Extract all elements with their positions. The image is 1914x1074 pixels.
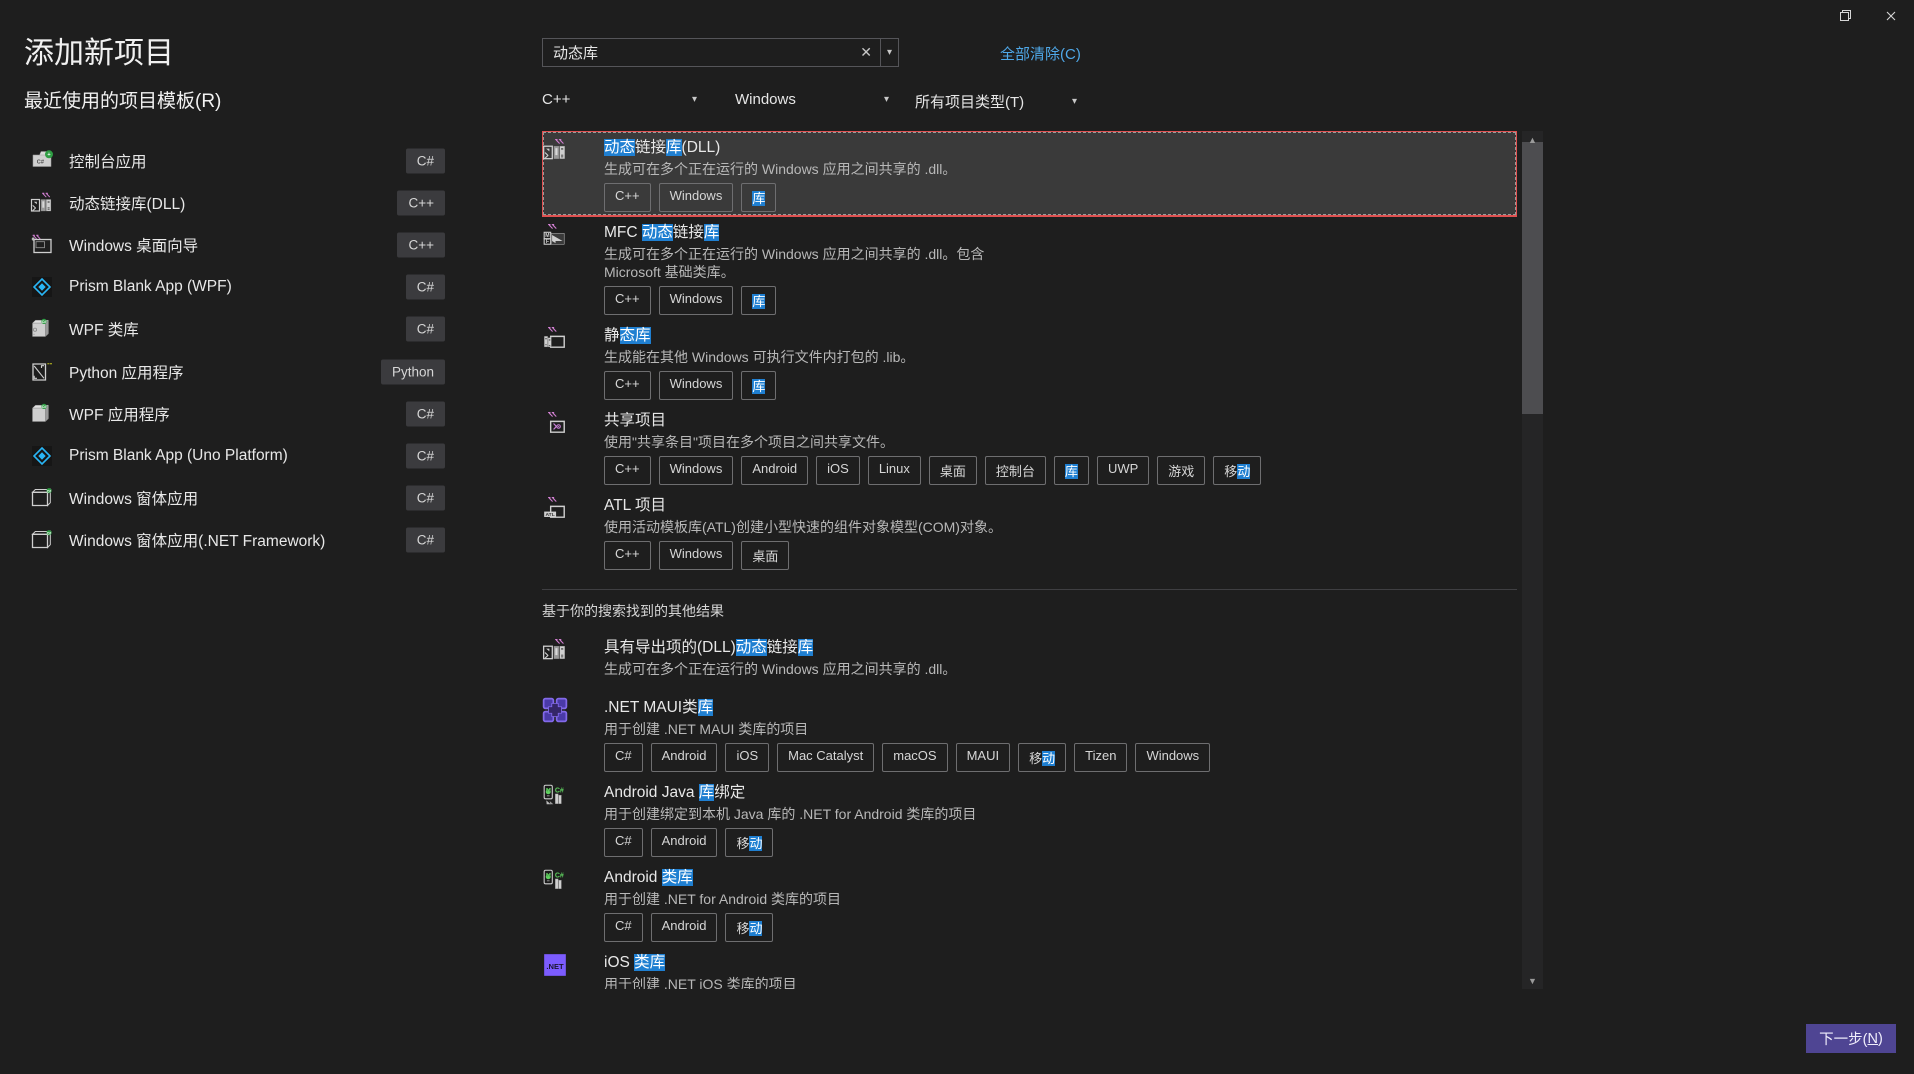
svg-text:+: + bbox=[47, 152, 50, 158]
svg-text:.NET: .NET bbox=[546, 962, 564, 971]
svg-text:F: F bbox=[546, 239, 549, 245]
svg-text:C#: C# bbox=[42, 405, 47, 409]
svg-text:C#: C# bbox=[37, 159, 45, 165]
svg-text:ATL: ATL bbox=[545, 512, 554, 518]
svg-text:": " bbox=[50, 362, 53, 368]
svg-text:C#: C# bbox=[47, 531, 52, 535]
svg-text:C#: C# bbox=[47, 489, 52, 493]
svg-text:C#: C# bbox=[555, 872, 564, 879]
svg-text:C#: C# bbox=[555, 787, 564, 794]
svg-text:C#: C# bbox=[42, 321, 47, 325]
